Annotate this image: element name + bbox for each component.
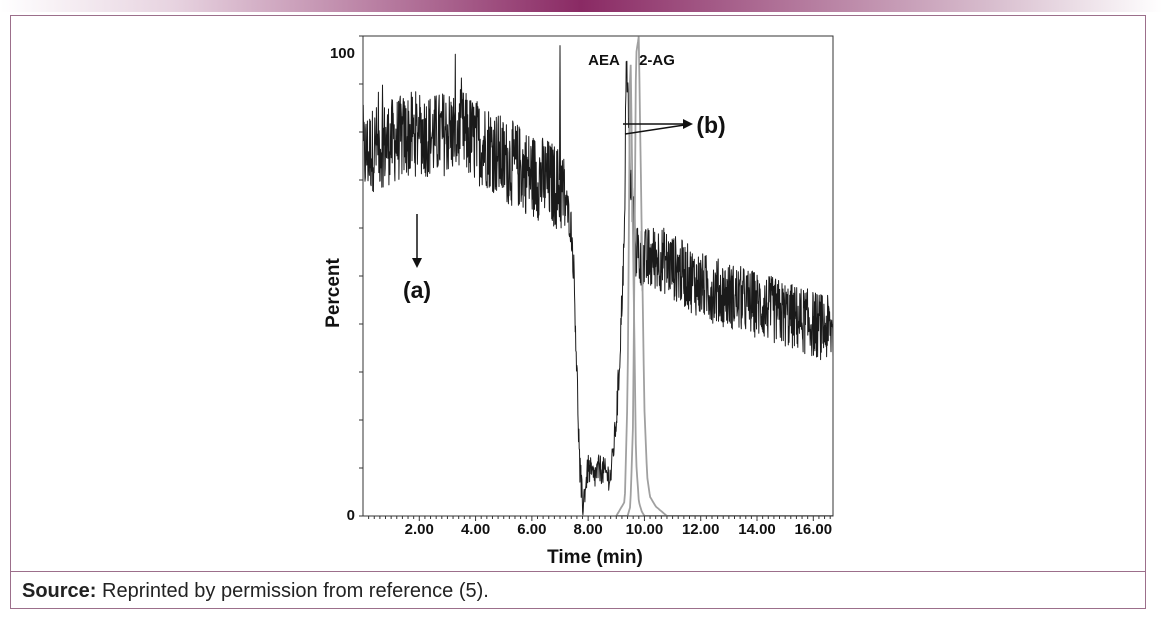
annotation-b-arrow-lower: [624, 123, 692, 135]
x-tick-label-16: 16.00: [795, 521, 833, 538]
tic-trace-line: [363, 45, 833, 516]
2-ag-peak-label: 2-AG: [639, 52, 675, 69]
plot-border: [362, 35, 834, 517]
chromatogram-figure: 100 0 Percent Time (min) 2.00 4.00 6.00 …: [11, 16, 1145, 571]
annotation-b-label: (b): [696, 112, 725, 138]
x-tick-label-14: 14.00: [738, 521, 776, 538]
figure-frame: 100 0 Percent Time (min) 2.00 4.00 6.00 …: [10, 15, 1146, 609]
y-tick-label-100: 100: [330, 45, 355, 62]
y-tick-label-0: 0: [347, 507, 355, 524]
x-tick-label-6: 6.00: [517, 521, 546, 538]
decorative-top-bar: [0, 0, 1162, 12]
annotation-a-label: (a): [403, 277, 431, 303]
caption-source-label: Source:: [22, 580, 97, 602]
aea-peak-label: AEA: [588, 52, 620, 69]
x-tick-label-10: 10.00: [626, 521, 664, 538]
y-axis-label: Percent: [323, 257, 344, 327]
2-ag-peak-line: [616, 36, 833, 516]
x-axis-label: Time (min): [547, 547, 643, 568]
x-tick-label-4: 4.00: [461, 521, 490, 538]
caption-source-text: Reprinted by permission from reference (…: [96, 580, 489, 602]
y-axis-ticks: [359, 35, 363, 517]
figure-caption: Source: Reprinted by permission from ref…: [11, 571, 1145, 608]
x-tick-label-8: 8.00: [574, 521, 603, 538]
chromatogram-chart: 100 0 Percent Time (min) 2.00 4.00 6.00 …: [323, 35, 834, 568]
x-tick-label-12: 12.00: [682, 521, 720, 538]
x-tick-label-2: 2.00: [405, 521, 434, 538]
